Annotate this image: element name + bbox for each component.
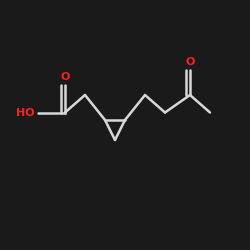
Text: O: O xyxy=(185,57,195,67)
Text: HO: HO xyxy=(16,108,35,118)
Text: O: O xyxy=(60,72,70,82)
